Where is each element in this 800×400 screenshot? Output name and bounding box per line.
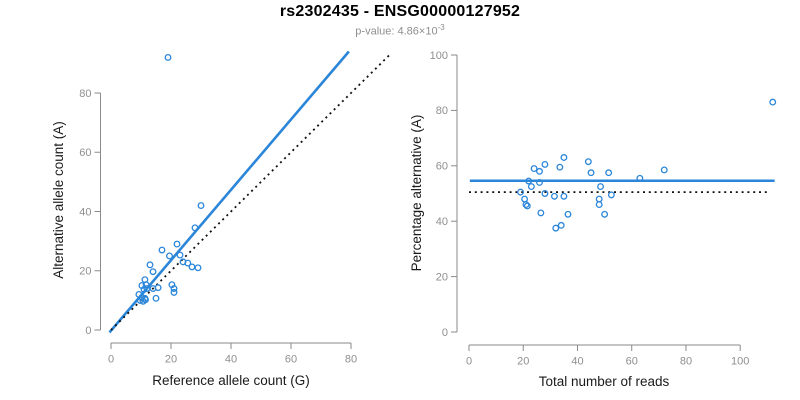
data-point	[552, 224, 560, 232]
data-point	[557, 221, 565, 229]
data-point	[170, 288, 178, 296]
data-point	[595, 201, 603, 209]
x-axis: 0 20 40 60 80	[108, 342, 357, 366]
data-point	[176, 251, 184, 259]
y-tick-label: 0	[85, 325, 91, 337]
data-point	[541, 190, 549, 197]
y-axis: 0 20 40 60 80	[79, 88, 101, 337]
panel-percentage-vs-coverage: 0 20 40 60 80 100 0 20 40 60 80 100 Total number of …	[409, 50, 777, 389]
y-tick-label: 40	[436, 216, 448, 228]
figure-title: rs2302435 - ENSG00000127952	[279, 3, 521, 20]
data-point	[164, 54, 172, 61]
data-point	[556, 163, 564, 171]
data-point	[769, 98, 777, 106]
y-tick-label: 80	[436, 105, 448, 117]
data-points	[517, 98, 777, 232]
data-point	[560, 192, 568, 200]
data-point	[530, 165, 538, 173]
x-axis-label: Total number of reads	[539, 374, 670, 389]
data-point	[170, 285, 178, 292]
y-tick-label: 20	[436, 271, 448, 283]
data-point	[660, 166, 668, 174]
data-point	[191, 224, 199, 232]
data-point	[536, 178, 543, 186]
data-points	[135, 54, 205, 305]
pvalue-exponent: -3	[437, 23, 445, 32]
x-tick-label: 80	[345, 354, 357, 366]
panel-allele-counts: 0 20 40 60 80 0 20 40 60 80 Reference allele count…	[51, 50, 393, 388]
x-tick-label: 40	[571, 356, 583, 368]
data-point	[541, 160, 549, 168]
data-point	[158, 246, 166, 254]
y-tick-label: 100	[430, 50, 448, 62]
y-tick-label: 80	[79, 88, 91, 100]
x-tick-label: 0	[108, 354, 114, 366]
identity-line	[110, 52, 393, 331]
y-tick-label: 20	[79, 266, 91, 278]
x-axis: 0 20 40 60 80 100	[466, 344, 749, 368]
data-point	[197, 202, 205, 210]
pvalue-text: p-value: 4.86×10	[355, 25, 438, 38]
data-point	[194, 264, 202, 272]
data-point	[607, 191, 615, 199]
data-point	[601, 210, 609, 218]
y-tick-label: 0	[442, 327, 448, 339]
x-tick-label: 40	[225, 354, 237, 366]
x-tick-label: 100	[731, 356, 749, 368]
data-point	[636, 174, 644, 182]
data-point	[166, 252, 173, 260]
x-tick-label: 60	[626, 356, 638, 368]
x-tick-label: 60	[285, 354, 297, 366]
y-axis: 0 20 40 60 80 100	[430, 50, 458, 339]
data-point	[188, 263, 196, 271]
data-point	[152, 294, 160, 302]
data-point	[584, 158, 592, 166]
data-point	[523, 202, 531, 210]
data-point	[521, 195, 529, 203]
data-point	[146, 261, 154, 269]
data-point	[184, 259, 192, 267]
y-tick-label: 60	[436, 161, 448, 173]
data-point	[550, 192, 558, 200]
data-point	[173, 240, 181, 248]
y-tick-label: 40	[79, 206, 91, 218]
x-tick-label: 0	[466, 356, 472, 368]
x-tick-label: 80	[680, 356, 692, 368]
y-axis-label: Alternative allele count (A)	[51, 121, 66, 279]
x-axis-label: Reference allele count (G)	[152, 373, 310, 388]
data-point	[525, 177, 533, 185]
y-tick-label: 60	[79, 147, 91, 159]
data-point	[140, 285, 148, 293]
y-axis-label: Percentage alternative (A)	[409, 115, 424, 272]
data-point	[564, 210, 572, 218]
data-point	[605, 169, 613, 177]
data-point	[517, 188, 524, 196]
data-point	[597, 183, 604, 191]
data-point	[527, 183, 535, 191]
data-point	[536, 167, 543, 175]
x-tick-label: 20	[517, 356, 529, 368]
data-point	[560, 154, 568, 161]
data-point	[522, 201, 530, 209]
data-point	[587, 169, 595, 177]
data-point	[149, 285, 157, 292]
data-point	[149, 268, 157, 276]
data-point	[595, 195, 603, 203]
data-point	[537, 209, 545, 217]
x-tick-label: 20	[165, 354, 177, 366]
pvalue-subtitle: p-value: 4.86×10-3	[0, 23, 800, 38]
data-point	[142, 296, 149, 304]
